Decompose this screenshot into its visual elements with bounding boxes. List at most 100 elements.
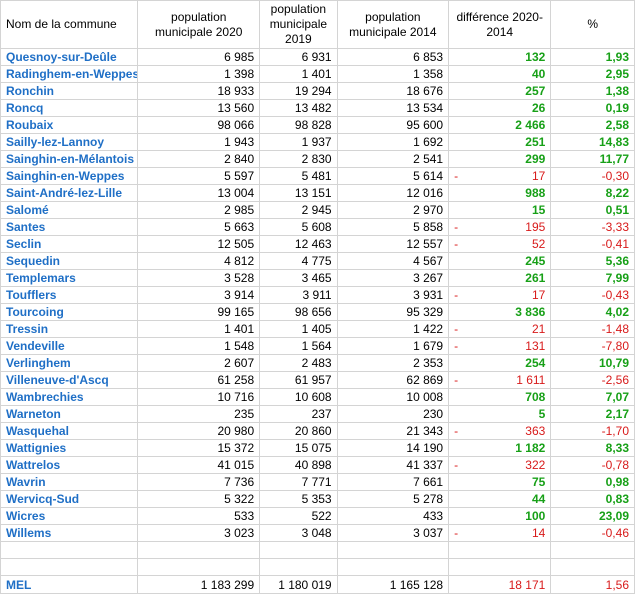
pop-2019-cell[interactable]: 20 860 [259,422,338,440]
pop-2019-cell[interactable]: 5 353 [259,490,338,508]
pop-2014-cell[interactable]: 230 [336,405,450,423]
percent-cell[interactable]: -0,78 [550,456,635,474]
commune-name-cell[interactable]: Sainghin-en-Mélantois [0,150,139,168]
percent-cell[interactable]: 1,38 [550,82,635,100]
commune-name-cell[interactable]: Wattrelos [0,456,139,474]
pop-2019-cell[interactable]: 6 931 [259,48,338,66]
difference-cell[interactable]: 1 182 [448,439,552,457]
pop-2019-cell[interactable]: 19 294 [259,82,338,100]
pop-2019-cell[interactable]: 1 405 [259,320,338,338]
pop-2020-cell[interactable]: 12 505 [137,235,261,253]
percent-cell[interactable]: 1,93 [550,48,635,66]
difference-cell[interactable]: 132 [448,48,552,66]
pop-2020-cell[interactable]: 13 004 [137,184,261,202]
pop-2020-cell[interactable]: 98 066 [137,116,261,134]
percent-cell[interactable]: 10,79 [550,354,635,372]
pop-2020-cell[interactable]: 1 401 [137,320,261,338]
commune-name-cell[interactable]: Wicres [0,507,139,525]
pop-2014-cell[interactable]: 10 008 [336,388,450,406]
difference-cell[interactable]: 254 [448,354,552,372]
pop-2020-cell[interactable]: 2 840 [137,150,261,168]
difference-cell[interactable]: 5 [448,405,552,423]
pop-2019-cell[interactable]: 61 957 [259,371,338,389]
commune-name-cell[interactable]: Sainghin-en-Weppes [0,167,139,185]
percent-cell[interactable]: 0,19 [550,99,635,117]
pop-2014-cell[interactable]: 18 676 [336,82,450,100]
difference-cell[interactable]: - 131 [448,337,552,355]
pop-2020-cell[interactable]: 2 985 [137,201,261,219]
header-cell-commune[interactable]: Nom de la commune [0,0,139,49]
percent-cell[interactable]: 0,98 [550,473,635,491]
pop-2019-cell[interactable]: 1 937 [259,133,338,151]
empty-cell[interactable] [448,558,552,576]
difference-cell[interactable]: - 17 [448,167,552,185]
pop-2014-cell[interactable]: 12 557 [336,235,450,253]
empty-cell[interactable] [336,541,450,559]
difference-cell[interactable]: 44 [448,490,552,508]
pop-2014-cell[interactable]: 2 353 [336,354,450,372]
pop-2020-cell[interactable]: 3 528 [137,269,261,287]
commune-name-cell[interactable]: Radinghem-en-Weppes [0,65,139,83]
percent-cell[interactable]: 8,33 [550,439,635,457]
commune-name-cell[interactable]: Wattignies [0,439,139,457]
percent-cell[interactable]: -0,46 [550,524,635,542]
empty-cell[interactable] [259,541,338,559]
pop-2014-cell[interactable]: 4 567 [336,252,450,270]
percent-cell[interactable]: 4,02 [550,303,635,321]
commune-name-cell[interactable]: Vendeville [0,337,139,355]
difference-cell[interactable]: - 17 [448,286,552,304]
pop-2019-cell[interactable]: 12 463 [259,235,338,253]
empty-cell[interactable] [137,558,261,576]
percent-cell[interactable]: 8,22 [550,184,635,202]
commune-name-cell[interactable]: Roncq [0,99,139,117]
pop-2019-cell[interactable]: 237 [259,405,338,423]
pop-2020-cell[interactable]: 5 663 [137,218,261,236]
difference-cell[interactable]: 261 [448,269,552,287]
difference-cell[interactable]: 2 466 [448,116,552,134]
percent-cell[interactable]: -0,30 [550,167,635,185]
pop-2014-cell[interactable]: 12 016 [336,184,450,202]
pop-2014-cell[interactable]: 1 422 [336,320,450,338]
pop-2020-cell[interactable]: 20 980 [137,422,261,440]
pop-2019-cell[interactable]: 3 911 [259,286,338,304]
total-percent-cell[interactable]: 1,56 [550,575,635,594]
commune-name-cell[interactable]: Wavrin [0,473,139,491]
pop-2014-cell[interactable]: 14 190 [336,439,450,457]
percent-cell[interactable]: 14,83 [550,133,635,151]
pop-2019-cell[interactable]: 13 482 [259,99,338,117]
percent-cell[interactable]: -0,43 [550,286,635,304]
commune-name-cell[interactable]: Toufflers [0,286,139,304]
pop-2019-cell[interactable]: 2 483 [259,354,338,372]
percent-cell[interactable]: 7,99 [550,269,635,287]
percent-cell[interactable]: 5,36 [550,252,635,270]
pop-2019-cell[interactable]: 10 608 [259,388,338,406]
commune-name-cell[interactable]: Sailly-lez-Lannoy [0,133,139,151]
commune-name-cell[interactable]: Quesnoy-sur-Deûle [0,48,139,66]
pop-2014-cell[interactable]: 5 858 [336,218,450,236]
pop-2014-cell[interactable]: 95 600 [336,116,450,134]
pop-2019-cell[interactable]: 4 775 [259,252,338,270]
pop-2014-cell[interactable]: 95 329 [336,303,450,321]
pop-2020-cell[interactable]: 61 258 [137,371,261,389]
pop-2020-cell[interactable]: 18 933 [137,82,261,100]
pop-2020-cell[interactable]: 235 [137,405,261,423]
percent-cell[interactable]: 2,17 [550,405,635,423]
percent-cell[interactable]: 11,77 [550,150,635,168]
pop-2019-cell[interactable]: 40 898 [259,456,338,474]
difference-cell[interactable]: 3 836 [448,303,552,321]
pop-2014-cell[interactable]: 6 853 [336,48,450,66]
header-cell-pop-2014[interactable]: population municipale 2014 [336,0,450,49]
pop-2020-cell[interactable]: 41 015 [137,456,261,474]
difference-cell[interactable]: - 195 [448,218,552,236]
commune-name-cell[interactable]: Wambrechies [0,388,139,406]
pop-2019-cell[interactable]: 98 656 [259,303,338,321]
empty-cell[interactable] [0,558,139,576]
percent-cell[interactable]: -2,56 [550,371,635,389]
difference-cell[interactable]: 257 [448,82,552,100]
pop-2019-cell[interactable]: 3 048 [259,524,338,542]
commune-name-cell[interactable]: Villeneuve-d'Ascq [0,371,139,389]
total-pop-2019-cell[interactable]: 1 180 019 [259,575,338,594]
pop-2020-cell[interactable]: 533 [137,507,261,525]
difference-cell[interactable]: 26 [448,99,552,117]
difference-cell[interactable]: 100 [448,507,552,525]
